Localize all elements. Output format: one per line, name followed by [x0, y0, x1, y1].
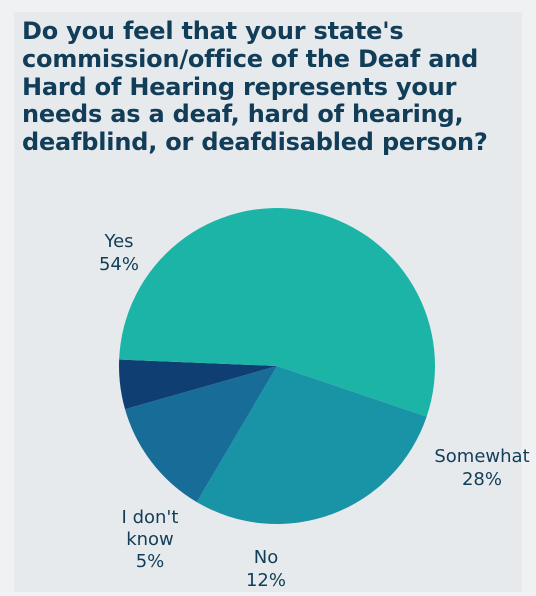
slice-label-idk-line2: know [126, 529, 174, 550]
slice-label-no: No [254, 547, 278, 568]
pie-slice-somewhat [196, 366, 427, 524]
slice-label-yes: Yes [103, 231, 133, 252]
pie-slice-idk [118, 359, 277, 410]
slice-label-somewhat: Somewhat [434, 446, 529, 467]
slice-value-yes: 54% [99, 254, 139, 275]
pie-slice-yes [119, 208, 435, 417]
slice-label-idk-line1: I don't [122, 507, 179, 528]
pie-slices [118, 208, 435, 524]
slice-value-no: 12% [246, 570, 286, 591]
chart-title: Do you feel that your state's commission… [22, 17, 488, 157]
pie-slice-no [125, 366, 277, 503]
slice-value-somewhat: 28% [462, 469, 502, 490]
slice-value-idk: 5% [136, 551, 165, 572]
